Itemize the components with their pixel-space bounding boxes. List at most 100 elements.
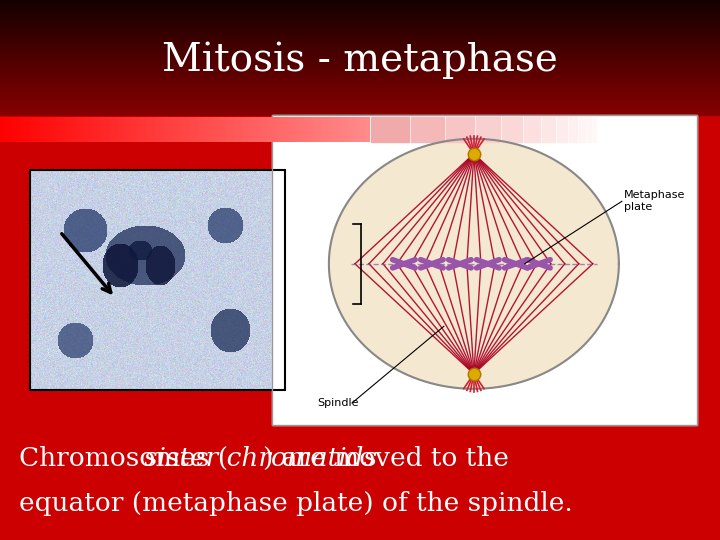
Bar [0, 99, 720, 100]
Bar [0, 110, 720, 111]
Bar [371, 117, 409, 142]
Bar [0, 23, 720, 24]
Bar [0, 38, 720, 39]
Bar [0, 106, 720, 107]
Bar [0, 80, 720, 81]
Bar [0, 64, 720, 65]
Bar [476, 117, 500, 142]
Bar [0, 81, 720, 82]
Bar [0, 75, 720, 76]
Bar [0, 29, 720, 30]
Bar [0, 86, 720, 87]
Bar [0, 11, 720, 12]
Bar [593, 117, 596, 142]
Bar [0, 50, 720, 51]
Bar [0, 32, 720, 33]
Bar [0, 100, 720, 101]
Bar [0, 71, 720, 72]
Bar [0, 90, 720, 91]
Bar [0, 63, 720, 64]
Text: Chromosomes (: Chromosomes ( [19, 446, 228, 470]
Bar [0, 21, 720, 22]
Bar [0, 84, 720, 85]
Bar [0, 40, 720, 41]
Bar [0, 56, 720, 57]
Bar [0, 114, 720, 115]
Bar [0, 47, 720, 48]
Bar [0, 18, 720, 19]
Bar [0, 58, 720, 59]
Bar [0, 101, 720, 102]
Bar [0, 103, 720, 104]
Bar [0, 7, 720, 8]
Bar [0, 98, 720, 99]
Bar [0, 24, 720, 25]
Bar [0, 65, 720, 66]
Bar [0, 104, 720, 105]
Bar [0, 95, 720, 96]
Bar [0, 70, 720, 71]
Bar [0, 94, 720, 95]
Bar [0, 14, 720, 15]
Bar [30, 170, 285, 390]
Text: sister chromatids: sister chromatids [144, 446, 377, 470]
Bar [446, 117, 474, 142]
Bar [0, 89, 720, 90]
Bar [0, 72, 720, 73]
Bar [0, 79, 720, 80]
Bar [0, 115, 720, 540]
Bar [0, 34, 720, 35]
Text: ) are moved to the: ) are moved to the [263, 446, 508, 470]
Bar [0, 78, 720, 79]
Text: Spindle: Spindle [317, 398, 359, 408]
Bar [0, 66, 720, 67]
Bar [0, 13, 720, 14]
Polygon shape [329, 139, 619, 389]
Bar [0, 73, 720, 74]
Bar [0, 61, 720, 62]
Bar [0, 108, 720, 109]
Text: Metaphase
plate: Metaphase plate [624, 191, 685, 212]
Bar [0, 27, 720, 28]
Bar [0, 48, 720, 49]
Bar [0, 52, 720, 53]
Bar [0, 12, 720, 13]
Bar [0, 102, 720, 103]
Bar [411, 117, 444, 142]
Bar [0, 74, 720, 75]
Bar [0, 45, 720, 46]
Bar [0, 85, 720, 86]
Bar [557, 117, 567, 142]
Bar [0, 69, 720, 70]
Bar [0, 77, 720, 78]
Bar [0, 39, 720, 40]
Bar [272, 115, 697, 425]
Bar [0, 88, 720, 89]
Bar [0, 17, 720, 18]
Bar [0, 10, 720, 11]
Bar [0, 42, 720, 43]
Bar [0, 54, 720, 55]
Bar [0, 41, 720, 42]
Bar [0, 30, 720, 31]
Bar [0, 16, 720, 17]
Bar [0, 93, 720, 94]
Bar [0, 19, 720, 20]
Bar [569, 117, 577, 142]
Bar [0, 62, 720, 63]
Bar [0, 1, 720, 2]
Bar [0, 36, 720, 37]
Bar [0, 82, 720, 83]
Bar [0, 22, 720, 23]
Bar [0, 83, 720, 84]
Bar [0, 6, 720, 7]
Bar [0, 109, 720, 110]
Bar [502, 117, 522, 142]
Bar [0, 33, 720, 34]
Bar [0, 105, 720, 106]
Bar [0, 2, 720, 3]
Bar [587, 117, 591, 142]
Bar [0, 91, 720, 92]
Bar [0, 57, 720, 58]
Bar [0, 53, 720, 54]
